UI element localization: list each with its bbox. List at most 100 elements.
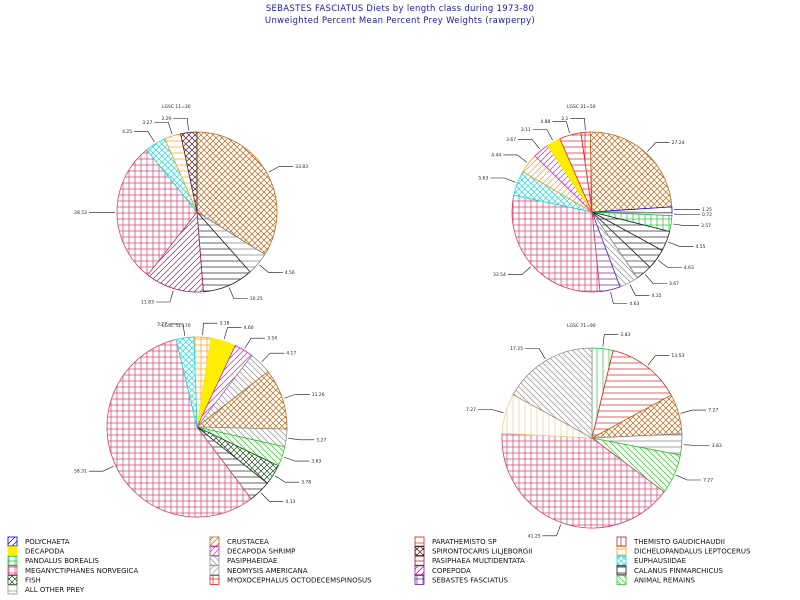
- leader-line: [518, 139, 540, 149]
- legend-swatch: [414, 575, 425, 585]
- slice-label: 33.54: [493, 272, 506, 278]
- slice-label: 3.27: [142, 120, 152, 126]
- slice-label: 4.13: [285, 499, 295, 505]
- legend-item-neomysis: NEOMYSIS AMERICANA: [209, 565, 308, 576]
- legend-label: MYOXOCEPHALUS OCTODECEMSPINOSUS: [227, 576, 372, 584]
- leader-line: [503, 154, 527, 163]
- pie-title: LGSC 31=50: [567, 104, 596, 110]
- pie-slice-meganyctiphanes: [511, 194, 601, 293]
- pie-title: LGSC 71=90: [567, 323, 596, 329]
- slice-label: 11.26: [312, 392, 325, 398]
- slice-label: 3.78: [301, 480, 311, 486]
- pie-slice-parathemisto: [559, 132, 593, 213]
- pie-chart-2: LGSC 31=50 2.1 27.24 1.250.72 3.57 4.55 4.63 3.…: [478, 104, 712, 307]
- legend-item-pasiphaeidae: PASIPHAEIDAE: [209, 555, 277, 566]
- leader-line: [155, 290, 174, 303]
- leader-line: [525, 348, 546, 359]
- legend-swatch: [616, 536, 627, 547]
- legend-item-fish: FISH: [7, 575, 41, 585]
- legend-swatch: [7, 546, 18, 556]
- legend-item-crustacea: CRUSTACEA: [209, 536, 269, 547]
- legend-label: THEMISTO GAUDICHAUDII: [633, 538, 725, 546]
- slice-label: 3.54: [267, 336, 277, 342]
- legend-swatch: [7, 555, 18, 566]
- legend-label: NEOMYSIS AMERICANA: [227, 567, 308, 575]
- legend-label: CRUSTACEA: [227, 538, 269, 546]
- slice-label: 41.25: [528, 533, 541, 539]
- slice-label: 3.63: [311, 459, 321, 465]
- leader-line: [610, 291, 628, 304]
- legend-label: PASIPHAEA MULTIDENTATA: [432, 557, 525, 565]
- slice-label: 4.35: [651, 293, 661, 299]
- legend-item-euphausiidae: EUPHAUSIIDAE: [616, 555, 686, 566]
- slice-label: 3.57: [701, 223, 711, 229]
- legend-label: EUPHAUSIIDAE: [634, 557, 686, 565]
- legend-label: SEBASTES FASCIATUS: [432, 576, 508, 584]
- leader-line: [668, 241, 694, 247]
- pie-slice-crustacea: [196, 131, 278, 255]
- legend-item-parathemisto: PARATHEMISTO SP: [414, 536, 497, 547]
- slice-label: 0.72: [702, 212, 712, 218]
- slice-label: 33.83: [295, 164, 308, 170]
- legend-item-sebastes: SEBASTES FASCIATUS: [414, 575, 508, 585]
- legend-swatch: [7, 565, 18, 576]
- leader-line: [647, 142, 670, 152]
- legend-label: PARATHEMISTO SP: [432, 538, 497, 546]
- legend-item-decapoda: DECAPODA: [7, 546, 64, 556]
- leader-line: [658, 260, 682, 268]
- leader-line: [244, 337, 266, 349]
- slice-label: 3.29: [161, 116, 171, 122]
- legend-label: COPEPODA: [432, 567, 471, 575]
- legend-label: ALL OTHER PREY: [25, 586, 85, 594]
- slice-label: 3.18: [219, 321, 229, 327]
- legend-item-all_other: ALL OTHER PREY: [7, 584, 85, 595]
- legend-label: ANIMAL REMAINS: [634, 576, 695, 584]
- chart-subtitle: Unweighted Percent Mean Percent Prey Wei…: [264, 16, 536, 26]
- leader-line: [683, 444, 710, 446]
- slice-label: 3.83: [712, 443, 722, 449]
- slice-label: 4.56: [285, 270, 295, 276]
- legend-swatch: [414, 565, 425, 576]
- legend-swatch: [7, 575, 18, 585]
- pie-slice-meganyctiphanes: [116, 149, 198, 276]
- legend-label: PANDALUS BOREALIS: [25, 557, 99, 565]
- leader-line: [284, 394, 310, 399]
- legend-item-meganyctiphanes: MEGANYCTIPHANES NORVEGICA: [7, 565, 138, 576]
- leader-line: [274, 475, 300, 483]
- slice-label: 3.83: [620, 332, 630, 338]
- legend-item-themisto: THEMISTO GAUDICHAUDII: [616, 536, 725, 547]
- pie-slice-meganyctiphanes: [501, 432, 665, 529]
- slice-label: 4.44: [491, 152, 501, 158]
- leader-line: [647, 355, 670, 366]
- legend-item-animal_remains: ANIMAL REMAINS: [616, 575, 695, 585]
- leader-line: [259, 264, 283, 274]
- legend-swatch: [414, 536, 425, 547]
- slice-label: 4.63: [629, 301, 639, 307]
- leader-line: [570, 118, 586, 131]
- legend-item-pandalus: PANDALUS BOREALIS: [7, 555, 99, 566]
- slice-label: 7.27: [466, 407, 476, 413]
- leader-line: [673, 223, 699, 226]
- legend-label: PASIPHAEIDAE: [227, 557, 277, 565]
- slice-label: 3.67: [506, 137, 516, 143]
- leader-line: [478, 409, 504, 414]
- slice-label: 4.55: [695, 244, 705, 250]
- legend-swatch: [7, 536, 18, 547]
- pie-chart-3: LGSC 51=70 3.18 4.60 3.54 4.17 11.26 3.27 3.63 3…: [74, 321, 326, 518]
- legend-swatch: [209, 536, 220, 547]
- legend-item-pasiphaea: PASIPHAEA MULTIDENTATA: [414, 555, 525, 566]
- leader-line: [134, 131, 155, 143]
- pie-slice-neomysis: [512, 347, 593, 439]
- slice-label: 7.27: [703, 478, 713, 484]
- legend-swatch: [616, 546, 627, 556]
- legend-item-dichelopandalus: DICHELOPANDALUS LEPTOCERUS: [616, 546, 751, 556]
- slice-label: 3.27: [316, 437, 326, 443]
- leader-line: [644, 274, 667, 284]
- slice-label: 7.27: [708, 408, 718, 414]
- slice-label: 4.88: [540, 119, 550, 125]
- chart-title: SEBASTES FASCIATUS Diets by length class…: [265, 4, 535, 14]
- legend-label: SPIRONTOCARIS LILJEBORGII: [432, 548, 532, 556]
- leader-line: [602, 334, 619, 347]
- legend-label: DICHELOPANDALUS LEPTOCERUS: [634, 548, 751, 556]
